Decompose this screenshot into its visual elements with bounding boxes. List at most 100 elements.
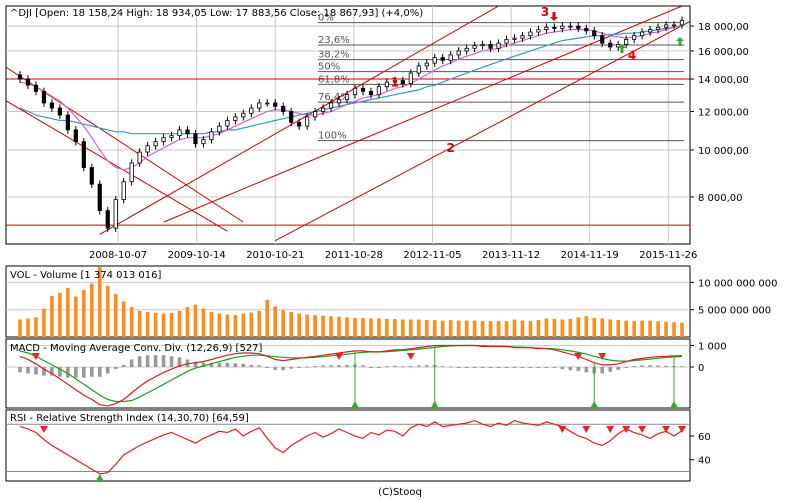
volume-bar — [121, 301, 126, 337]
fib-level-label: 23,6% — [318, 35, 350, 46]
volume-bar — [608, 319, 613, 337]
macd-y-tick-label: 1 000 — [698, 341, 727, 352]
volume-bar — [648, 320, 652, 337]
volume-bar — [177, 310, 182, 337]
fib-level-label: 38,2% — [318, 50, 350, 61]
macd-buy-marker — [430, 401, 439, 408]
volume-bar — [409, 319, 413, 337]
candle-body — [65, 114, 70, 131]
macd-histogram-bar — [560, 367, 565, 370]
fib-level-label: 0% — [318, 13, 334, 24]
rsi-sell-marker — [39, 426, 48, 433]
volume-bar — [249, 312, 254, 337]
candle-body — [193, 133, 198, 145]
volume-bar — [257, 310, 262, 337]
candle-body — [544, 26, 549, 31]
candle-body — [536, 29, 541, 33]
candle-body — [480, 44, 485, 47]
macd-histogram-bar — [385, 366, 389, 368]
macd-buy-marker — [670, 401, 679, 408]
price-y-tick-label: 14 000,00 — [698, 75, 749, 86]
volume-bar — [153, 312, 158, 337]
macd-histogram-bar — [217, 362, 222, 368]
volume-bar — [169, 312, 174, 337]
macd-sell-marker — [335, 353, 344, 360]
macd-histogram-bar — [337, 365, 341, 368]
candle-body — [281, 105, 286, 112]
macd-histogram-bar — [273, 367, 278, 370]
volume-bar — [560, 319, 565, 337]
volume-title: VOL - Volume [1 374 013 016] — [10, 270, 162, 281]
volume-bar — [217, 313, 222, 337]
candle-body — [169, 135, 174, 139]
volume-bar — [161, 313, 166, 337]
trend-channel-line — [6, 100, 228, 232]
macd-histogram-bar — [456, 367, 461, 369]
macd-histogram-bar — [145, 355, 150, 368]
macd-histogram-bar — [305, 366, 309, 368]
candle-body — [49, 102, 55, 109]
volume-bar — [600, 318, 605, 337]
candle-body — [273, 102, 278, 107]
candle-body — [624, 38, 629, 45]
macd-histogram-bar — [26, 367, 30, 374]
volume-bar — [488, 321, 493, 337]
candle-body — [352, 87, 358, 96]
macd-histogram-bar — [225, 362, 230, 368]
volume-bar — [512, 319, 517, 337]
candle-body — [560, 25, 565, 29]
candle-body — [89, 167, 94, 185]
rsi-sell-marker — [622, 426, 631, 433]
macd-histogram-bar — [512, 367, 517, 369]
price-y-tick-label: 10 000,00 — [698, 146, 749, 157]
macd-title: MACD - Moving Average Conv. Div. (12,26,… — [10, 343, 263, 354]
macd-histogram-bar — [480, 367, 485, 369]
price-y-tick-label: 16 000,00 — [698, 47, 749, 58]
macd-histogram-bar — [416, 365, 421, 368]
rsi-sell-marker — [558, 426, 567, 433]
candle-body — [576, 25, 581, 29]
rsi-y-tick-label: 60 — [698, 432, 711, 443]
candle-body — [368, 91, 374, 96]
fib-level-label: 50% — [318, 62, 340, 73]
macd-histogram-bar — [313, 365, 317, 368]
candle-body — [17, 74, 23, 80]
trend-channel-line — [274, 21, 690, 242]
macd-histogram-bar — [66, 367, 70, 378]
volume-bar — [656, 321, 660, 337]
macd-histogram-bar — [504, 367, 509, 369]
candle-body — [57, 107, 62, 116]
candle-body — [41, 91, 47, 104]
copyright-footer: (C)Stooq — [378, 487, 422, 498]
volume-bar — [616, 320, 620, 337]
volume-bar — [82, 290, 86, 337]
macd-histogram-bar — [377, 367, 381, 369]
candle-body — [129, 162, 134, 183]
candle-body — [448, 54, 453, 61]
volume-bar — [129, 306, 134, 337]
volume-bar — [89, 283, 94, 337]
candle-body — [121, 181, 126, 201]
candle-body — [552, 26, 557, 29]
volume-bar — [448, 320, 453, 337]
volume-bar — [504, 321, 509, 337]
candle-body — [392, 80, 397, 83]
candle-body — [177, 129, 182, 137]
candle-body — [456, 50, 461, 56]
macd-buy-marker — [350, 401, 359, 408]
candle-body — [297, 121, 302, 127]
macd-histogram-bar — [201, 362, 206, 368]
macd-histogram-bar — [161, 355, 166, 368]
candle-body — [161, 137, 166, 143]
macd-histogram-bar — [297, 367, 301, 369]
candle-body — [241, 112, 246, 118]
candle-body — [496, 42, 501, 49]
candle-body — [440, 57, 445, 61]
candle-body — [679, 19, 685, 26]
volume-bar — [568, 318, 573, 337]
macd-histogram-bar — [424, 365, 429, 368]
candle-body — [81, 141, 86, 168]
macd-histogram-bar — [129, 359, 134, 368]
